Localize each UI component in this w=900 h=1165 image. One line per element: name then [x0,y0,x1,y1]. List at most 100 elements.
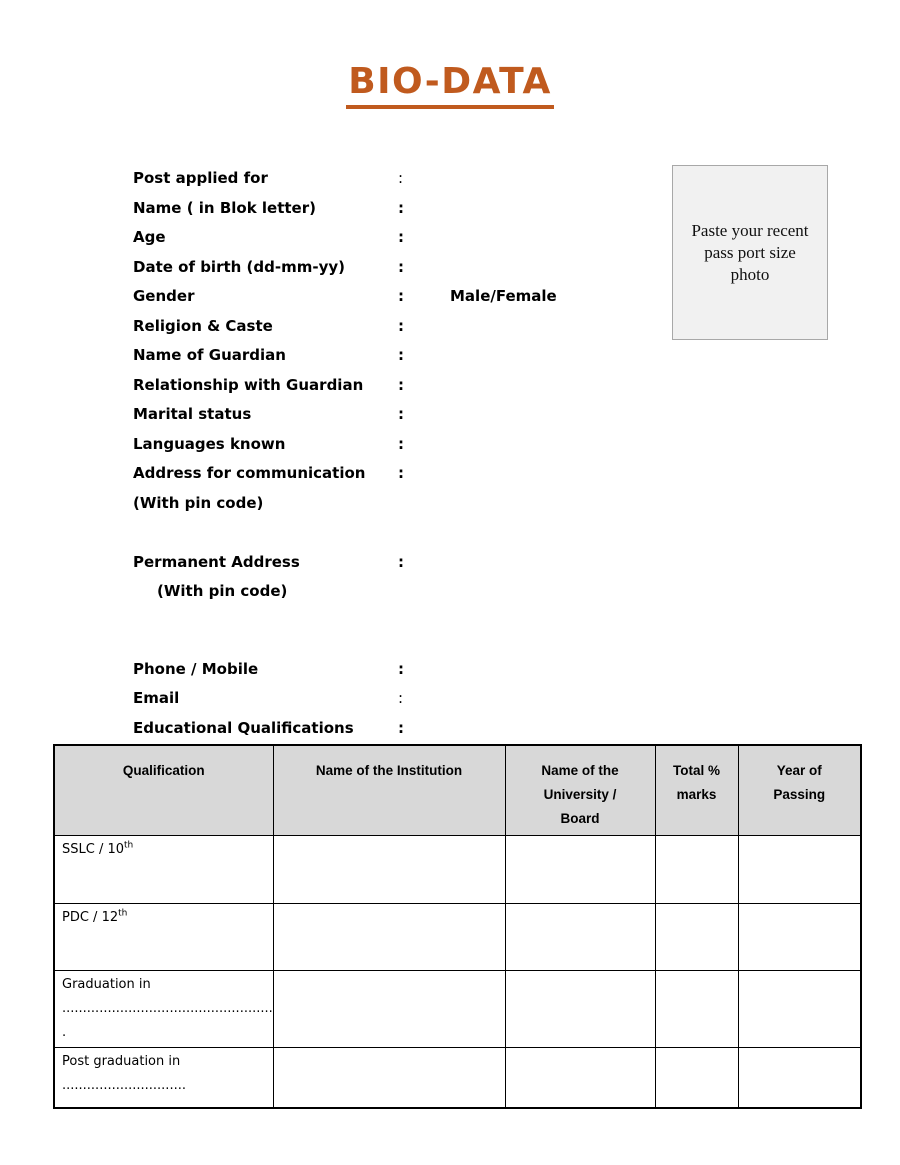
qualifications-table: Qualification Name of the Institution Na… [53,744,862,1109]
cell-university-blank [504,834,656,904]
table-row-pdc: PDC / 12th [53,902,862,971]
table-row-post-graduation: Post graduation in .....................… [53,1046,862,1109]
cell-qualification-graduation: Graduation in ..........................… [53,969,274,1048]
field-label: Date of birth (dd-mm-yy) [133,257,345,276]
ordinal-suffix: th [124,840,134,851]
field-row-permanent-address: Permanent Address : [133,552,673,582]
vertical-gap [133,522,673,552]
field-colon: : [398,434,404,453]
header-text: Passing [773,787,826,802]
field-value-gender: Male/Female [450,287,557,305]
field-colon: : [398,552,404,571]
field-row-languages-known: Languages known : [133,434,673,464]
field-colon: : [398,257,404,276]
field-label: Post applied for [133,169,268,187]
field-colon: : [398,718,404,737]
photo-text-line: pass port size [704,242,796,262]
field-colon: : [398,287,404,305]
field-label: Relationship with Guardian [133,375,364,394]
field-colon: : [398,659,404,678]
field-row-guardian-name: Name of Guardian : [133,345,673,375]
field-label: Educational Qualifications [133,718,354,737]
header-text: Total % [673,763,720,778]
field-label: Email [133,689,180,707]
field-label: (With pin code) [157,582,288,600]
field-label: Marital status [133,405,252,423]
field-label: Name of Guardian [133,346,286,364]
dotted-fill-line: . [62,1024,67,1040]
table-row-graduation: Graduation in ..........................… [53,969,862,1048]
field-colon: : [398,346,404,364]
cell-marks-blank [654,902,739,971]
header-text: Name of the [541,763,619,778]
field-label: Languages known [133,434,286,453]
field-row-educational-qualifications: Educational Qualifications : [133,718,673,748]
field-row-religion-caste: Religion & Caste : [133,316,673,346]
field-row-marital-status: Marital status : [133,404,673,434]
table-row-sslc: SSLC / 10th [53,834,862,904]
field-row-date-of-birth: Date of birth (dd-mm-yy) : [133,257,673,287]
dotted-fill-line: .............................. [62,1077,186,1093]
row-label: Graduation in [62,976,151,992]
header-text: Qualification [122,763,205,778]
field-row-pin-code-note-2: (With pin code) [133,581,673,611]
ordinal-suffix: th [118,908,128,919]
cell-marks-blank [654,834,739,904]
photo-placeholder-box: Paste your recent pass port size photo [672,165,828,340]
column-header-total-marks: Total % marks [654,744,739,836]
field-colon: : [398,169,404,187]
cell-institution-blank [272,1046,506,1109]
cell-institution-blank [272,834,506,904]
photo-text-line: photo [730,264,770,284]
cell-year-blank [737,902,862,971]
biodata-field-list: Post applied for : Name ( in Blok letter… [133,168,673,747]
cell-qualification-post-graduation: Post graduation in .....................… [53,1046,274,1109]
field-colon: : [398,464,404,482]
field-label: (With pin code) [133,493,264,512]
cell-university-blank [504,969,656,1048]
field-colon: : [398,375,404,394]
field-label: Address for communication [133,464,366,482]
column-header-university-board: Name of the University / Board [504,744,656,836]
field-row-gender: Gender : Male/Female [133,286,673,316]
vertical-gap [133,611,673,659]
header-text: University / [543,787,617,802]
photo-text-line: Paste your recent [691,220,809,240]
row-label: PDC / 12 [62,909,119,925]
field-colon: : [398,689,404,707]
column-header-qualification: Qualification [53,744,274,836]
field-label: Name ( in Blok letter) [133,198,316,217]
dotted-fill-line: ........................................… [62,1000,273,1016]
cell-year-blank [737,1046,862,1109]
field-label: Permanent Address [133,552,300,571]
cell-year-blank [737,834,862,904]
header-text: marks [676,787,717,802]
page-title: BIO-DATA [346,62,554,109]
cell-marks-blank [654,969,739,1048]
cell-institution-blank [272,902,506,971]
field-label: Age [133,228,166,246]
column-header-institution: Name of the Institution [272,744,506,836]
field-colon: : [398,405,404,423]
cell-year-blank [737,969,862,1048]
field-row-pin-code-note: (With pin code) [133,493,673,523]
field-row-phone-mobile: Phone / Mobile : [133,659,673,689]
header-text: Board [560,811,600,826]
header-text: Year of [776,763,822,778]
field-row-communication-address: Address for communication : [133,463,673,493]
field-row-name: Name ( in Blok letter) : [133,198,673,228]
field-row-post-applied-for: Post applied for : [133,168,673,198]
cell-qualification-sslc: SSLC / 10th [53,834,274,904]
cell-qualification-pdc: PDC / 12th [53,902,274,971]
field-label: Gender [133,287,195,305]
field-label: Religion & Caste [133,316,273,335]
column-header-year-of-passing: Year of Passing [737,744,862,836]
field-row-age: Age : [133,227,673,257]
field-colon: : [398,316,404,335]
cell-university-blank [504,902,656,971]
field-label: Phone / Mobile [133,659,259,678]
title-bar: BIO-DATA [0,62,900,109]
cell-institution-blank [272,969,506,1048]
field-row-email: Email : [133,688,673,718]
cell-university-blank [504,1046,656,1109]
